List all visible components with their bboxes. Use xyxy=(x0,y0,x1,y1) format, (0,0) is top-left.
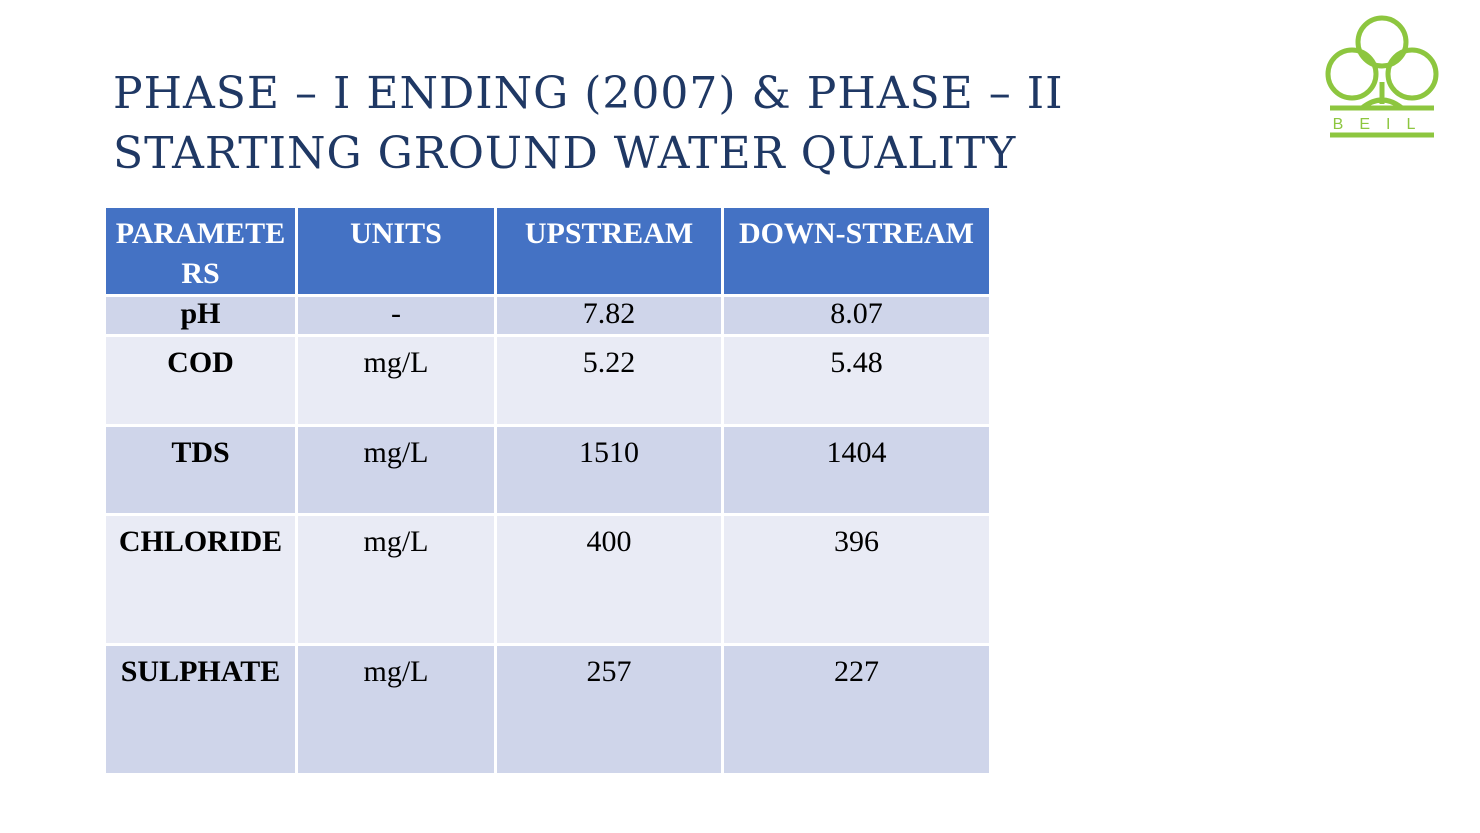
value-cell: 227 xyxy=(721,643,992,776)
parameter-cell: COD xyxy=(103,334,298,427)
value-cell: 8.07 xyxy=(721,294,992,337)
logo: BEIL xyxy=(1325,15,1439,138)
value-cell: mg/L xyxy=(295,513,497,646)
slide-title: PHASE – I ENDING (2007) & PHASE – II STA… xyxy=(113,68,1064,179)
logo-text: BEIL xyxy=(1333,116,1432,133)
column-header: UPSTREAM xyxy=(494,205,724,297)
table-row: COD mg/L 5.22 5.48 xyxy=(103,334,992,427)
value-cell: mg/L xyxy=(295,643,497,776)
table-header: PARAMETERS UNITS UPSTREAM DOWN-STREAM xyxy=(103,205,992,297)
value-cell: 5.48 xyxy=(721,334,992,427)
parameter-cell: TDS xyxy=(103,424,298,516)
value-cell: 396 xyxy=(721,513,992,646)
data-table: PARAMETERS UNITS UPSTREAM DOWN-STREAM pH -7.… xyxy=(103,205,992,776)
value-cell: mg/L xyxy=(295,334,497,427)
value-cell: 1404 xyxy=(721,424,992,516)
parameter-cell: CHLORIDE xyxy=(103,513,298,646)
table-row: SULPHATE mg/L 257 227 xyxy=(103,643,992,776)
value-cell: mg/L xyxy=(295,424,497,516)
value-cell: 1510 xyxy=(494,424,724,516)
value-cell: 5.22 xyxy=(494,334,724,427)
table-row: pH -7.82 8.07 xyxy=(103,294,992,337)
column-header: PARAMETERS xyxy=(103,205,298,297)
value-cell: 7.82 xyxy=(494,294,724,337)
table-row: TDS mg/L 1510 1404 xyxy=(103,424,992,516)
parameter-cell: pH xyxy=(103,294,298,337)
table-row: CHLORIDE mg/L 400 396 xyxy=(103,513,992,646)
value-cell: 400 xyxy=(494,513,724,646)
column-header: UNITS xyxy=(295,205,497,297)
column-header: DOWN-STREAM xyxy=(721,205,992,297)
value-cell: 257 xyxy=(494,643,724,776)
parameter-cell: SULPHATE xyxy=(103,643,298,776)
value-cell: - xyxy=(295,294,497,337)
